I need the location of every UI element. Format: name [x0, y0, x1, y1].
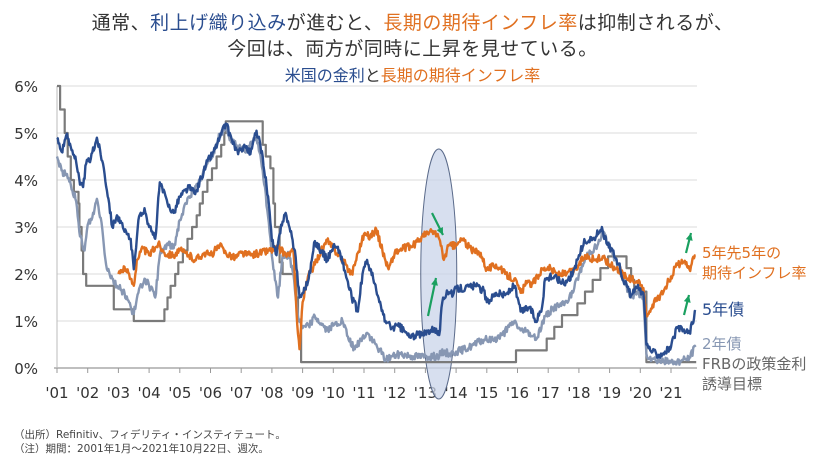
headline-line-1: 通常、利上げ織り込みが進むと、長期の期待インフレ率は抑制されるが、 [0, 8, 825, 35]
highlight-ellipse-2013 [420, 148, 458, 400]
series-line-five-year [56, 122, 697, 359]
y-tick-label: 4% [14, 172, 38, 190]
y-tick-label: 5% [14, 125, 38, 143]
series-line-inflation [117, 226, 696, 351]
y-tick-label: 0% [14, 360, 38, 378]
headline-part: 通常、 [91, 12, 151, 34]
chart-subtitle: 米国の金利と長期の期待インフレ率 [0, 62, 825, 86]
footnotes: （出所）Refinitiv、フィデリティ・インスティテュート。 （注）期間：20… [14, 428, 286, 456]
x-tick-label: '09 [291, 384, 314, 402]
x-tick-label: '19 [598, 384, 621, 402]
x-tick-label: '20 [629, 384, 652, 402]
x-tick-label: '14 [444, 384, 467, 402]
x-tick-label: '11 [352, 384, 375, 402]
x-tick-label: '01 [45, 384, 68, 402]
headline-part: が進むと、 [286, 12, 384, 34]
x-tick-label: '05 [168, 384, 191, 402]
x-tick-label: '17 [537, 384, 560, 402]
x-tick-label: '04 [137, 384, 160, 402]
y-tick-label: 3% [14, 219, 38, 237]
label-five-year: 5年債 [702, 300, 745, 319]
source-note: （出所）Refinitiv、フィデリティ・インスティテュート。 [14, 429, 286, 441]
label-fed: FRBの政策金利 誘導目標 [702, 354, 806, 394]
x-tick-label: '15 [475, 384, 498, 402]
period-note: （注）期間：2001年1月～2021年10月22日、週次。 [14, 443, 269, 455]
subtitle-rates: 米国の金利 [284, 66, 365, 85]
arrow-up-5yr-2013-icon-head [431, 278, 438, 286]
x-tick-label: '16 [506, 384, 529, 402]
x-axis: '01'02'03'04'05'06'07'08'09'10'11'12'13 '… [45, 86, 697, 402]
headline-part-rate-hike: 利上げ織り込み [150, 12, 287, 34]
arrow-up-5yr-2021-icon-head [683, 295, 691, 303]
label-inflation: 5年先5年の 期待インフレ率 [702, 243, 807, 283]
label-inflation-line1: 5年先5年の [702, 244, 782, 262]
series-line-fed [57, 84, 697, 364]
gridlines [57, 85, 697, 322]
y-axis-ticks: 0% 1% 2% 3% 4% 5% 6% [14, 78, 38, 378]
y-tick-label: 2% [14, 266, 38, 284]
arrow-up-inflation-2021-icon-head [685, 233, 693, 241]
x-tick-label: '21 [659, 384, 682, 402]
arrow-down-inflation-2013-icon-head [436, 227, 443, 235]
x-tick-label: '07 [230, 384, 253, 402]
x-tick-label: '03 [107, 384, 130, 402]
x-tick-label: '10 [322, 384, 345, 402]
x-tick-label: '08 [260, 384, 283, 402]
headline-part: は抑制されるが、 [577, 12, 734, 34]
headline-part-inflation: 長期の期待インフレ率 [383, 12, 578, 34]
label-fed-line1: FRBの政策金利 [702, 355, 807, 373]
label-inflation-line2: 期待インフレ率 [702, 264, 807, 282]
label-two-year: 2年債 [702, 335, 742, 353]
y-tick-label: 1% [14, 313, 38, 331]
x-tick-label: '06 [199, 384, 222, 402]
label-fed-line2: 誘導目標 [702, 375, 763, 393]
annotation-arrows [426, 212, 693, 317]
y-tick-label: 6% [14, 78, 38, 96]
subtitle-and: と [364, 66, 381, 85]
series-lines [55, 84, 697, 366]
headline-line-2: 今回は、両方が同時に上昇を見せている。 [227, 38, 598, 60]
x-tick-label: '18 [567, 384, 590, 402]
subtitle-inflation: 長期の期待インフレ率 [380, 66, 541, 85]
x-tick-label: '02 [76, 384, 99, 402]
x-tick-label: '12 [383, 384, 406, 402]
